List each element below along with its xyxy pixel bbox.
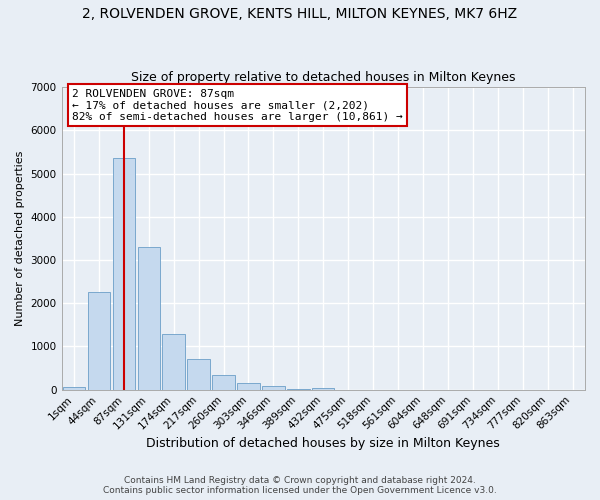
Y-axis label: Number of detached properties: Number of detached properties bbox=[15, 150, 25, 326]
Bar bbox=[63, 388, 85, 390]
Bar bbox=[262, 386, 284, 390]
Bar bbox=[137, 247, 160, 390]
Bar bbox=[312, 388, 334, 390]
Text: 2, ROLVENDEN GROVE, KENTS HILL, MILTON KEYNES, MK7 6HZ: 2, ROLVENDEN GROVE, KENTS HILL, MILTON K… bbox=[82, 8, 518, 22]
Text: Contains HM Land Registry data © Crown copyright and database right 2024.
Contai: Contains HM Land Registry data © Crown c… bbox=[103, 476, 497, 495]
Title: Size of property relative to detached houses in Milton Keynes: Size of property relative to detached ho… bbox=[131, 72, 515, 85]
Bar bbox=[113, 158, 135, 390]
Bar bbox=[287, 389, 310, 390]
Bar bbox=[88, 292, 110, 390]
Text: 2 ROLVENDEN GROVE: 87sqm
← 17% of detached houses are smaller (2,202)
82% of sem: 2 ROLVENDEN GROVE: 87sqm ← 17% of detach… bbox=[72, 88, 403, 122]
X-axis label: Distribution of detached houses by size in Milton Keynes: Distribution of detached houses by size … bbox=[146, 437, 500, 450]
Bar bbox=[163, 334, 185, 390]
Bar bbox=[187, 360, 210, 390]
Bar bbox=[237, 383, 260, 390]
Bar bbox=[212, 374, 235, 390]
